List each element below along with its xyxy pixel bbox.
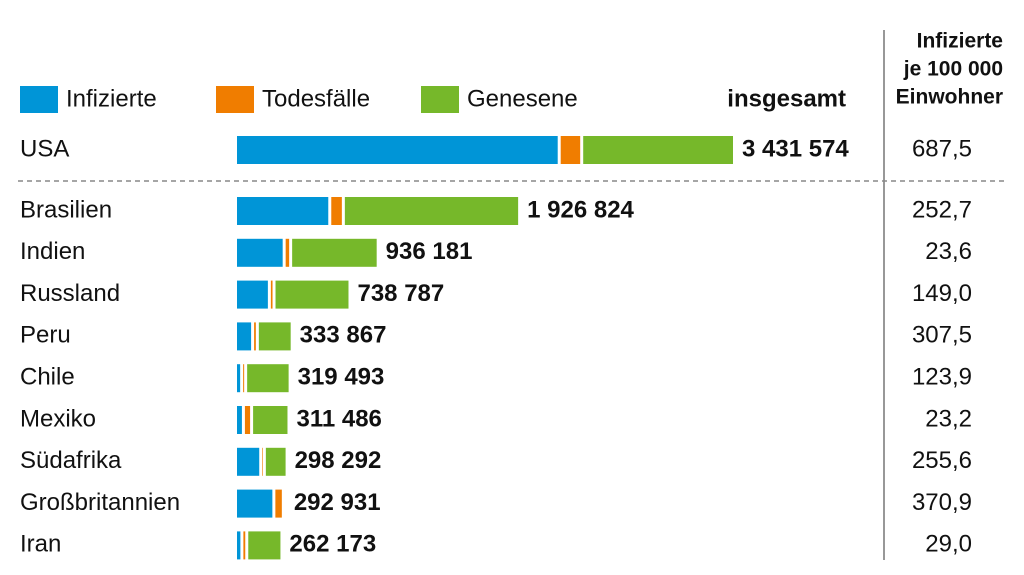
total-label: 3 431 574 [742, 135, 849, 162]
bar-segment [237, 364, 241, 393]
bar-segment [275, 280, 349, 309]
category-label: Peru [20, 322, 71, 349]
category-label: Indien [20, 238, 85, 265]
bar-segment [237, 197, 329, 225]
category-label: Brasilien [20, 196, 112, 223]
bar-segment [285, 238, 290, 267]
legend-label: Infizierte [66, 85, 157, 112]
bar-segment [331, 197, 342, 225]
category-label: Russland [20, 280, 120, 307]
bar-segment [270, 280, 273, 309]
total-label: 1 926 824 [527, 196, 634, 223]
legend-swatch [421, 86, 459, 113]
rate-label: 252,7 [912, 196, 972, 223]
bar-segment [583, 136, 733, 164]
category-label: Südafrika [20, 447, 122, 474]
total-label: 319 493 [298, 364, 385, 391]
legend-swatch [216, 86, 254, 113]
bar-segment [248, 531, 281, 560]
total-header: insgesamt [727, 85, 846, 112]
bar-segment [237, 280, 268, 309]
bar-segment [237, 406, 242, 434]
bar-segment [243, 531, 246, 560]
bar-segment [265, 447, 286, 476]
bar-segment [292, 238, 377, 267]
bar-segment [237, 238, 283, 267]
rate-header: je 100 000 [903, 58, 1003, 81]
bar-segment [243, 364, 245, 393]
total-label: 298 292 [295, 447, 382, 474]
rate-label: 255,6 [912, 447, 972, 474]
bar-segment [560, 136, 581, 164]
category-label: Großbritannien [20, 489, 180, 516]
bar-segment [237, 489, 273, 518]
legend-label: Todesfälle [262, 85, 370, 112]
rate-label: 23,2 [925, 405, 972, 432]
bar-segment [258, 322, 291, 351]
total-label: 936 181 [386, 238, 473, 265]
rate-label: 370,9 [912, 489, 972, 516]
bar-segment [244, 406, 251, 434]
category-label: Chile [20, 364, 75, 391]
category-label: USA [20, 135, 69, 162]
total-label: 292 931 [294, 489, 381, 516]
bar-segment [253, 406, 288, 434]
legend-swatch [20, 86, 58, 113]
rate-label: 29,0 [925, 531, 972, 558]
bar-segment [237, 322, 252, 351]
rate-label: 23,6 [925, 238, 972, 265]
rate-header: Einwohner [896, 86, 1003, 109]
bar-segment [237, 447, 260, 476]
total-label: 738 787 [357, 280, 444, 307]
bar-segment [262, 447, 263, 476]
bar-segment [247, 364, 289, 393]
category-label: Iran [20, 531, 61, 558]
total-label: 333 867 [300, 322, 387, 349]
bar-segment [344, 197, 519, 225]
rate-label: 307,5 [912, 322, 972, 349]
bar-segment [237, 531, 241, 560]
total-label: 262 173 [289, 531, 376, 558]
bar-segment [275, 489, 282, 518]
rate-label: 123,9 [912, 364, 972, 391]
bar-segment [254, 322, 256, 351]
bar-segment [237, 136, 558, 164]
category-label: Mexiko [20, 405, 96, 432]
rate-label: 149,0 [912, 280, 972, 307]
legend-label: Genesene [467, 85, 578, 112]
rate-label: 687,5 [912, 135, 972, 162]
total-label: 311 486 [296, 405, 381, 432]
rate-header: Infizierte [917, 30, 1003, 53]
